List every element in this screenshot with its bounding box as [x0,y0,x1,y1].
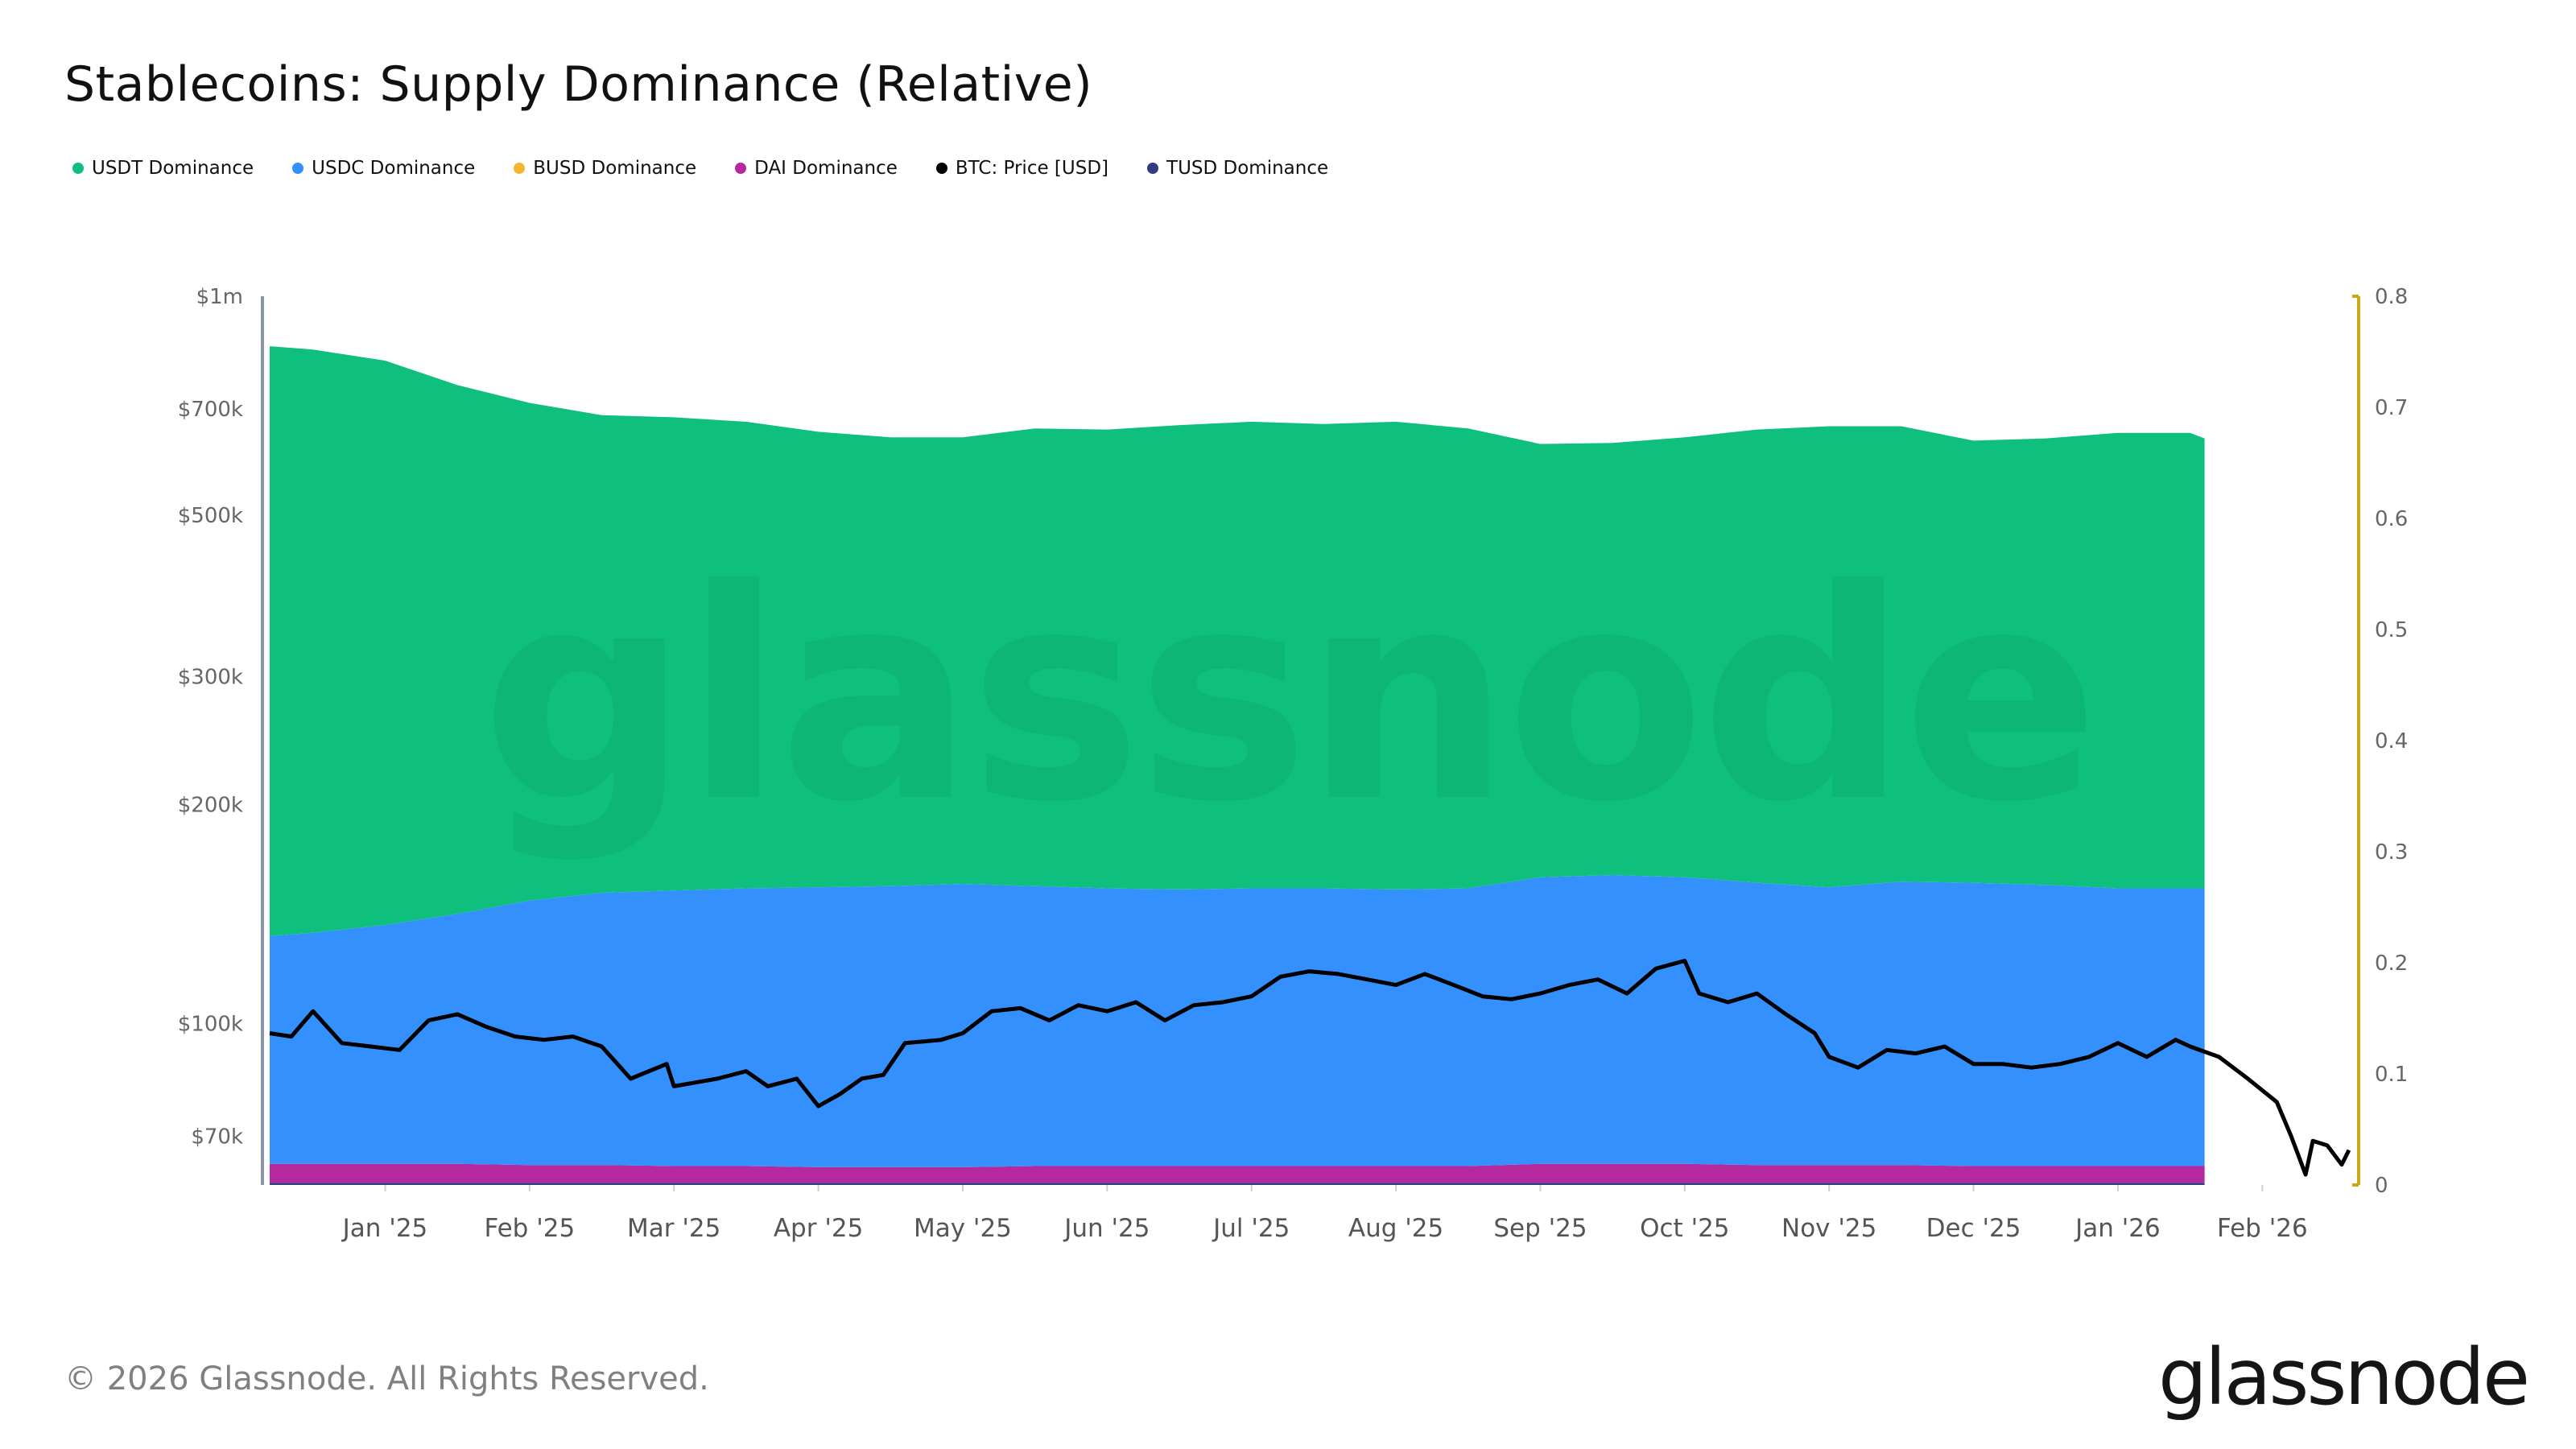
legend: USDT Dominance USDC Dominance BUSD Domin… [72,158,1328,179]
area-dai-dominance [270,1163,2205,1183]
legend-dot-tusd [1147,163,1159,174]
right-tick-label: 0.5 [2375,618,2408,642]
legend-dot-usdt [72,163,84,174]
x-tick-label: Jan '26 [2074,1214,2161,1243]
left-tick-label: $200k [178,794,243,818]
left-tick-label: $100k [178,1013,243,1037]
right-tick-label: 0 [2375,1174,2388,1198]
x-tick-label: Oct '25 [1640,1214,1729,1243]
legend-item-tusd[interactable]: TUSD Dominance [1147,158,1328,179]
right-tick-label: 0.2 [2375,952,2408,976]
legend-item-usdc[interactable]: USDC Dominance [292,158,475,179]
legend-label-dai: DAI Dominance [754,158,898,179]
x-tick-label: Jun '25 [1063,1214,1150,1243]
x-tick-label: Feb '26 [2217,1214,2308,1243]
area-usdt-dominance [270,346,2205,936]
stacked-areas [270,346,2205,1185]
legend-label-tusd: TUSD Dominance [1166,158,1329,179]
right-tick-label: 0.4 [2375,729,2408,753]
x-tick-label: Jan '25 [341,1214,428,1243]
legend-label-usdt: USDT Dominance [92,158,254,179]
x-tick-label: Nov '25 [1781,1214,1876,1243]
left-tick-label: $700k [178,398,243,422]
right-tick-label: 0.8 [2375,285,2408,309]
right-tick-label: 0.1 [2375,1063,2408,1087]
area-tusd-dominance [270,1183,2205,1185]
x-tick-label: Mar '25 [627,1214,720,1243]
axes: $70k $100k $200k $300k $500k $700k $1m 0 0.1 0.2 0… [178,285,2409,1243]
legend-dot-dai [735,163,747,174]
x-tick-label: Feb '25 [484,1214,575,1243]
btc-price-layer [269,959,2351,1177]
x-tick-label: Apr '25 [774,1214,863,1243]
copyright-footer: © 2026 Glassnode. All Rights Reserved. [64,1360,709,1397]
right-tick-label: 0.7 [2375,396,2408,420]
left-tick-label: $1m [196,285,243,309]
legend-dot-busd [514,163,526,174]
legend-label-usdc: USDC Dominance [312,158,476,179]
legend-label-busd: BUSD Dominance [533,158,697,179]
x-tick-label: Aug '25 [1348,1214,1443,1243]
x-tick-label: Dec '25 [1926,1214,2021,1243]
legend-dot-btc-price [935,163,947,174]
area-usdc-dominance [270,875,2205,1167]
legend-item-usdt[interactable]: USDT Dominance [72,158,254,179]
chart-title: Stablecoins: Supply Dominance (Relative) [64,56,1093,113]
x-tick-label: Sep '25 [1493,1214,1587,1243]
left-tick-label: $70k [191,1125,243,1150]
legend-item-btc-price[interactable]: BTC: Price [USD] [935,158,1109,179]
legend-dot-usdc [292,163,304,174]
right-tick-label: 0.3 [2375,840,2408,865]
x-tick-label: May '25 [914,1214,1012,1243]
x-tick-label: Jul '25 [1212,1214,1290,1243]
left-tick-label: $300k [178,665,243,689]
legend-item-dai[interactable]: DAI Dominance [735,158,898,179]
legend-item-busd[interactable]: BUSD Dominance [514,158,696,179]
watermark-logo: glassnode [481,528,2095,865]
glassnode-logo: glassnode [2157,1332,2530,1422]
right-tick-label: 0.6 [2375,507,2408,531]
btc-price-line [269,959,2351,1177]
legend-label-btc-price: BTC: Price [USD] [955,158,1109,179]
left-tick-label: $500k [178,504,243,528]
